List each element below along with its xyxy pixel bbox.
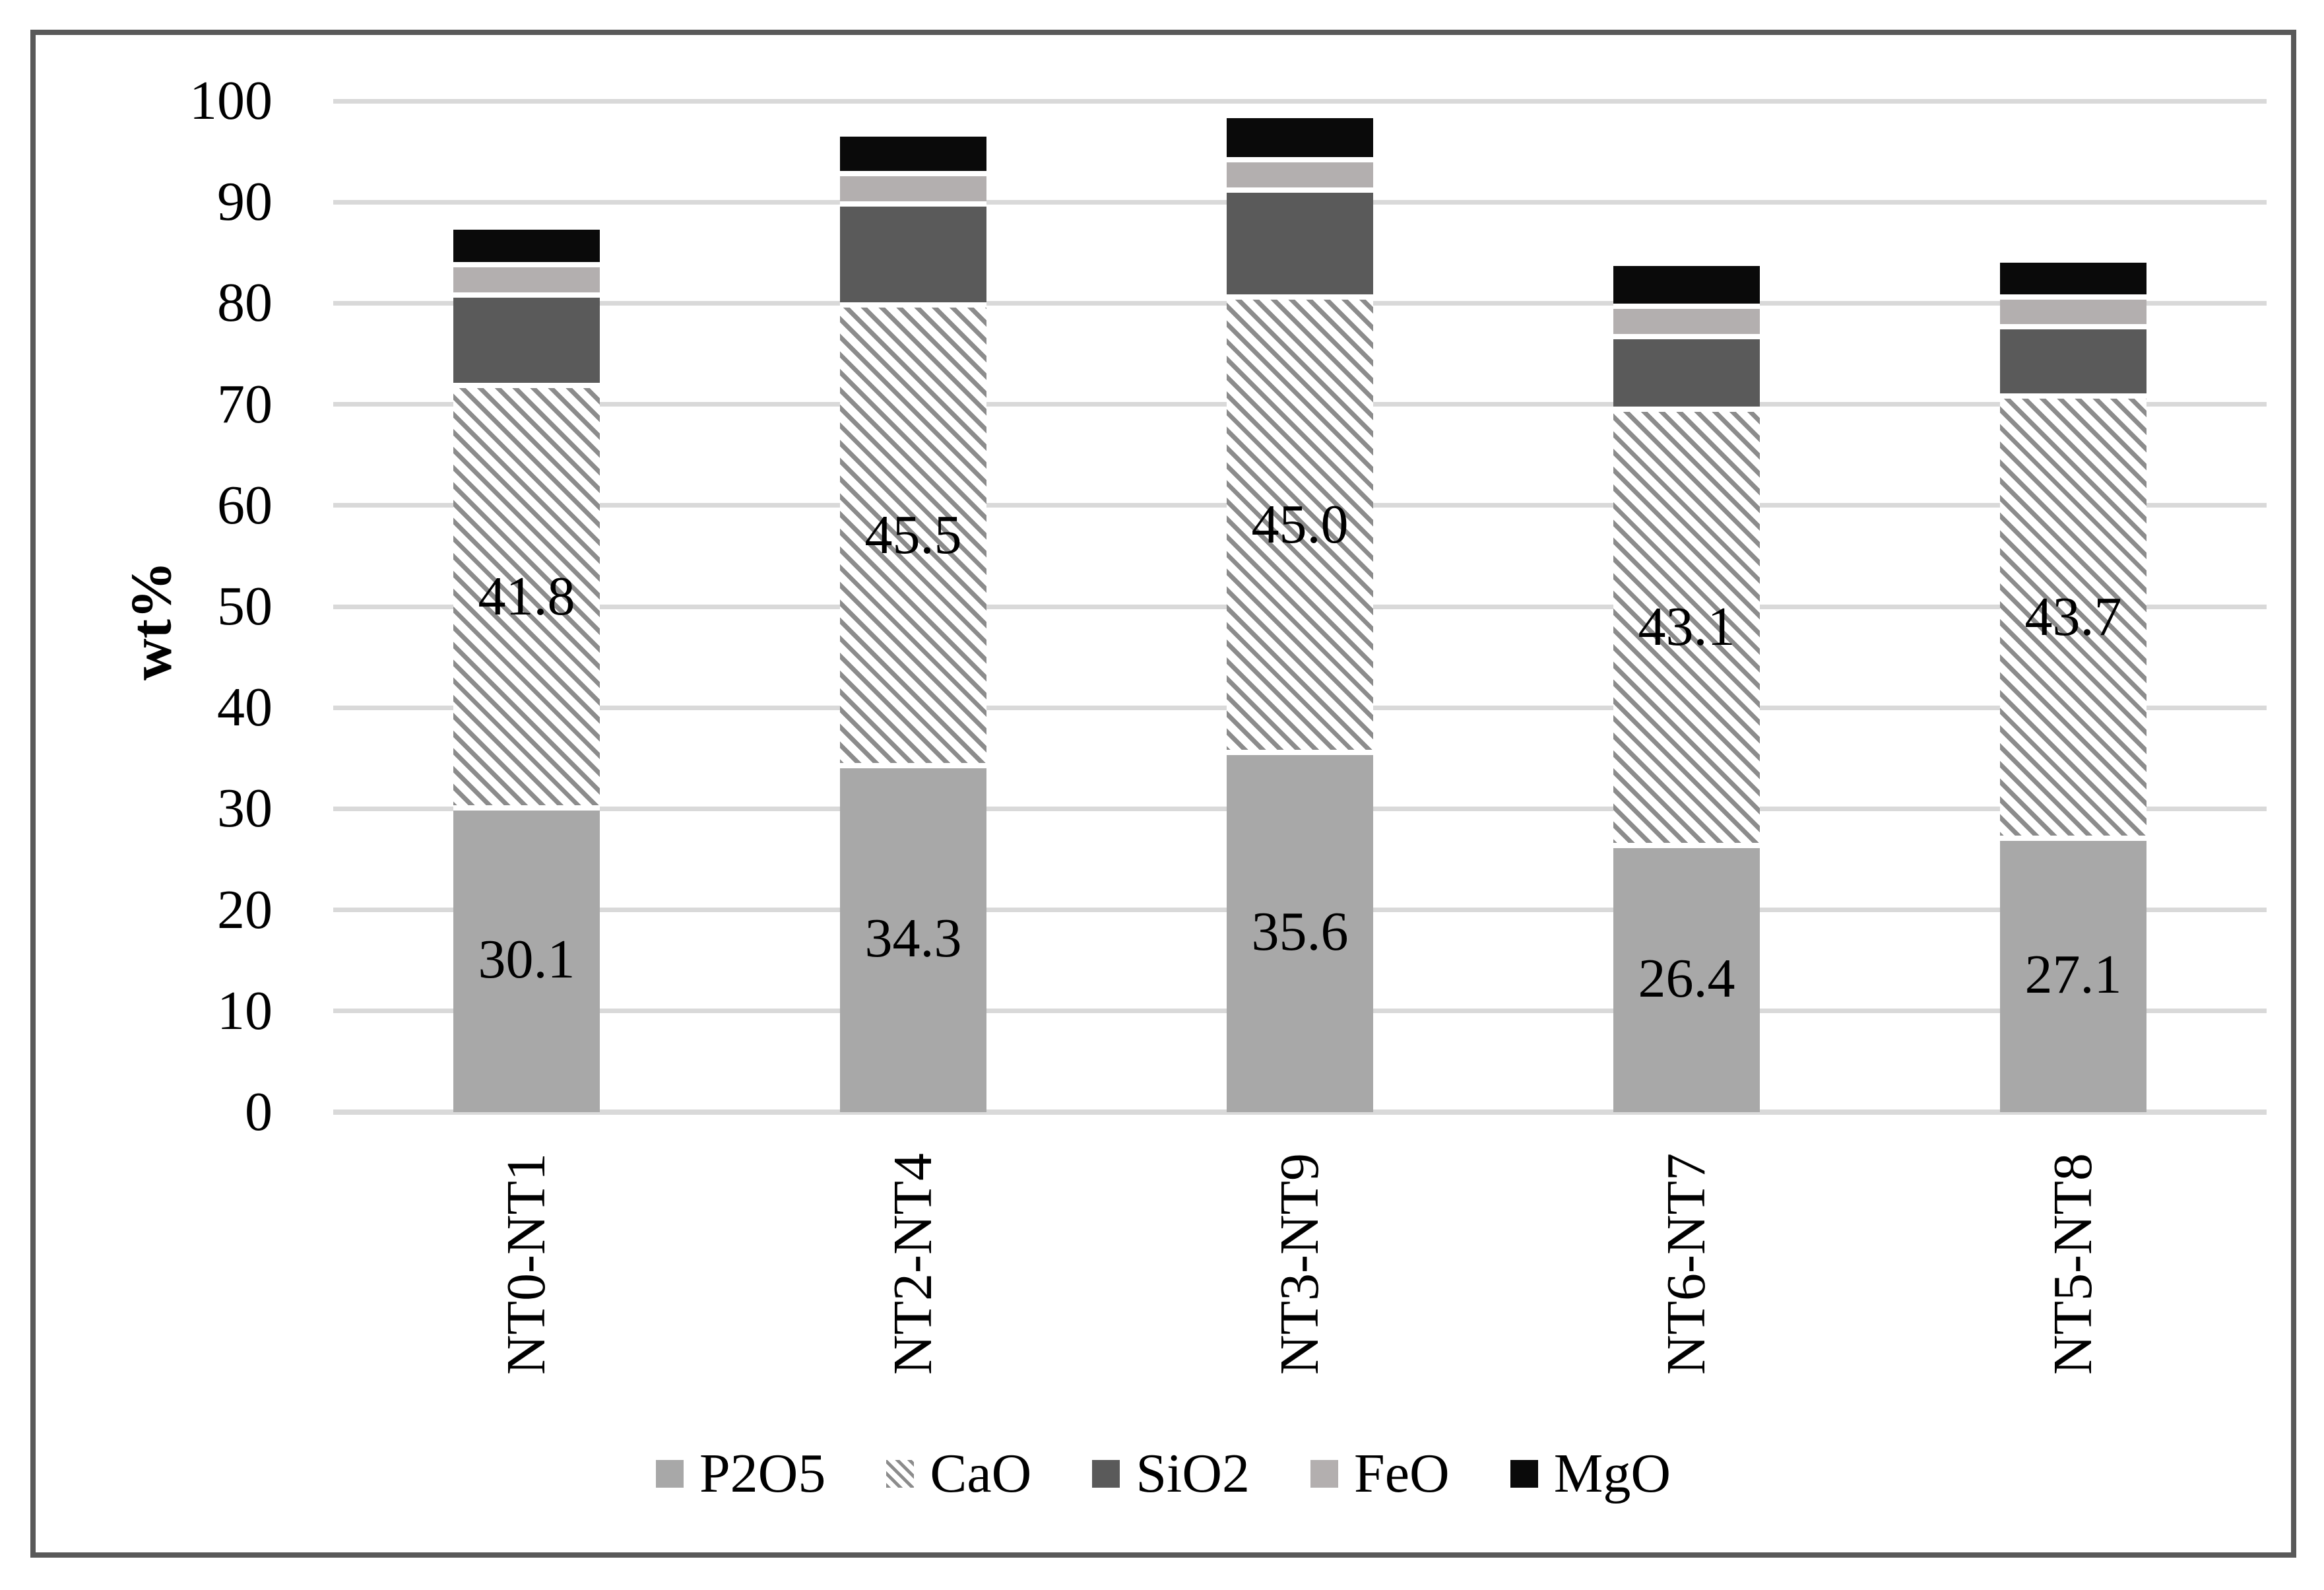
bar-data-label: 45.5: [864, 504, 962, 566]
bar-segment-CaO: [1613, 409, 1760, 845]
segment-divider: [1227, 187, 1373, 193]
y-tick-label: 100: [189, 70, 273, 131]
bar-segment-P2O5: [453, 807, 600, 1112]
segment-divider: [2000, 323, 2146, 329]
segment-divider: [840, 762, 986, 768]
legend-swatch-SiO2: [1092, 1460, 1120, 1488]
y-tick-label: 60: [217, 474, 273, 536]
y-tick-label: 20: [217, 878, 273, 941]
x-category-label: NT3-NT9: [1269, 1153, 1330, 1375]
segment-divider: [453, 805, 600, 811]
bar-segment-MgO: [453, 229, 600, 265]
y-tick-label: 0: [245, 1081, 273, 1143]
segment-divider: [1227, 156, 1373, 162]
y-tick-label: 10: [217, 979, 273, 1042]
segment-divider: [453, 382, 600, 388]
legend-item-SiO2: SiO2: [1092, 1441, 1250, 1507]
bar-segment-SiO2: [840, 204, 986, 306]
bar-segment-MgO: [1613, 265, 1760, 306]
segment-divider: [2000, 393, 2146, 399]
legend-label-P2O5: P2O5: [699, 1443, 826, 1504]
bar-data-label: 41.8: [478, 565, 575, 627]
segment-divider: [1227, 294, 1373, 300]
bar-segment-CaO: [453, 385, 600, 808]
legend-label-SiO2: SiO2: [1136, 1443, 1250, 1504]
bar-segment-P2O5: [1227, 752, 1373, 1112]
bar-segment-FeO: [1613, 306, 1760, 337]
plot-area: 30.1 41.8 34.3 45.5 35.6 45.0 26.4 43.1 27.1 43.7: [333, 98, 2267, 1115]
segment-divider: [1613, 304, 1760, 309]
x-axis-line: [333, 1110, 2267, 1115]
bar-data-label: 26.4: [1638, 947, 1735, 1009]
bar-data-label: 27.1: [2024, 944, 2122, 1006]
bar-segment-CaO: [840, 305, 986, 766]
segment-divider: [840, 171, 986, 177]
bar-segment-FeO: [840, 174, 986, 205]
segment-divider: [840, 302, 986, 308]
y-tick-label: 70: [217, 373, 273, 435]
segment-divider: [2000, 835, 2146, 841]
legend-swatch-P2O5: [655, 1460, 684, 1488]
bar-segment-P2O5: [1613, 845, 1760, 1112]
bar-data-label: 30.1: [478, 929, 575, 991]
bar-segment-P2O5: [2000, 838, 2146, 1112]
bar-segment-SiO2: [2000, 326, 2146, 397]
x-category-label: NT2-NT4: [882, 1153, 944, 1375]
x-category-label: NT0-NT1: [496, 1153, 557, 1375]
bar-segment-SiO2: [1613, 336, 1760, 410]
legend-item-P2O5: P2O5: [655, 1441, 826, 1507]
figure-frame: wt% 30.1 41.8 34.3 45.5 35.6 45.0 26.4 43.1 27.1…: [30, 30, 2296, 1558]
bar-segment-MgO: [2000, 263, 2146, 298]
y-tick-label: 30: [217, 778, 273, 840]
segment-divider: [1613, 842, 1760, 848]
segment-divider: [840, 201, 986, 207]
segment-divider: [1227, 749, 1373, 755]
bar-segment-CaO: [1227, 297, 1373, 752]
segment-divider: [453, 262, 600, 268]
legend-item-CaO: CaO: [886, 1441, 1031, 1507]
segment-divider: [1613, 333, 1760, 339]
bar-segment-FeO: [453, 265, 600, 296]
gridline: [333, 98, 2267, 104]
y-tick-label: 90: [217, 171, 273, 233]
bar-data-label: 43.7: [2024, 586, 2122, 648]
bar-segment-P2O5: [840, 765, 986, 1112]
bar-segment-CaO: [2000, 396, 2146, 838]
bar-segment-SiO2: [453, 295, 600, 385]
legend-item-MgO: MgO: [1510, 1441, 1671, 1507]
bar-data-label: 34.3: [864, 908, 962, 970]
bar-segment-MgO: [840, 136, 986, 174]
segment-divider: [1613, 407, 1760, 413]
legend-item-FeO: FeO: [1310, 1441, 1450, 1507]
legend-label-MgO: MgO: [1553, 1443, 1671, 1504]
y-tick-label: 50: [217, 576, 273, 637]
bar-segment-FeO: [1227, 159, 1373, 190]
legend-label-CaO: CaO: [930, 1443, 1032, 1504]
bar-data-label: 45.0: [1251, 493, 1349, 555]
legend-swatch-MgO: [1510, 1460, 1538, 1488]
x-category-label: NT6-NT7: [1656, 1153, 1717, 1375]
y-tick-label: 40: [217, 677, 273, 739]
bar-segment-MgO: [1227, 118, 1373, 160]
legend-label-FeO: FeO: [1354, 1443, 1450, 1504]
segment-divider: [453, 292, 600, 298]
legend: P2O5 CaO SiO2 FeO MgO: [36, 1438, 2291, 1510]
segment-divider: [2000, 294, 2146, 300]
bar-data-label: 43.1: [1638, 596, 1735, 658]
bar-segment-FeO: [2000, 297, 2146, 327]
x-category-label: NT5-NT8: [2042, 1153, 2104, 1375]
y-tick-label: 80: [217, 272, 273, 334]
legend-swatch-CaO: [886, 1460, 915, 1488]
legend-swatch-FeO: [1310, 1460, 1339, 1488]
bar-data-label: 35.6: [1251, 901, 1349, 963]
bar-segment-SiO2: [1227, 189, 1373, 298]
